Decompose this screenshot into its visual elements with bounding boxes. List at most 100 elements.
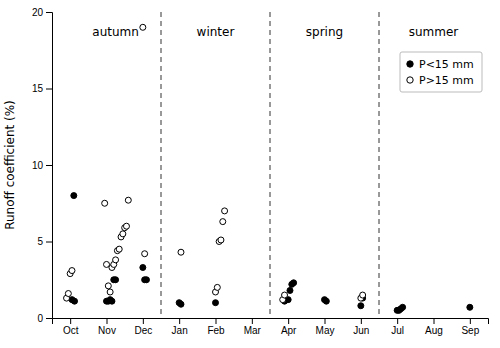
y-tick: 5 (37, 236, 52, 247)
x-tick-mark (361, 318, 362, 324)
x-tick: Apr (281, 318, 297, 336)
season-label: winter (197, 25, 235, 39)
point (125, 197, 131, 203)
point (360, 292, 366, 298)
x-tick-mark (325, 318, 326, 324)
point (140, 265, 146, 271)
x-tick: Jan (172, 318, 188, 336)
x-tick-label: Oct (63, 325, 79, 336)
annotations: autumnwinterspringsummer (92, 25, 458, 39)
x-tick: Sep (461, 318, 479, 336)
y-tick-label: 0 (37, 313, 43, 324)
point (107, 289, 113, 295)
x-tick-label: Aug (425, 325, 443, 336)
x-tick: Dec (134, 318, 152, 336)
point (116, 246, 122, 252)
point (220, 219, 226, 225)
y-tick-label: 15 (32, 83, 44, 94)
point (71, 193, 77, 199)
season-label: spring (306, 25, 343, 39)
point (143, 277, 149, 283)
y-tick-mark (46, 318, 52, 319)
legend-label: P>15 mm (419, 74, 474, 87)
y-tick: 15 (32, 83, 52, 94)
x-axis-line (53, 319, 489, 325)
x-tick-mark (470, 318, 471, 324)
legend-symbol (407, 77, 413, 83)
y-tick-mark (46, 12, 52, 13)
legend-label: P<15 mm (419, 58, 474, 71)
legend-symbol (407, 61, 413, 67)
y-tick: 10 (32, 160, 52, 171)
point (282, 292, 288, 298)
legend: P<15 mm P>15 mm (400, 52, 482, 92)
x-tick-label: Dec (134, 325, 152, 336)
y-tick-label: 20 (32, 7, 44, 18)
x-tick: Feb (207, 318, 225, 336)
point (113, 257, 119, 263)
plot: Oct Nov Dec Jan Feb Mar Apr May Jun Jul Aug Sep 0 5 10… (32, 7, 489, 336)
x-tick-label: Jan (172, 325, 188, 336)
y-tick-label: 5 (37, 236, 43, 247)
x-tick-label: May (316, 325, 335, 336)
y-tick-mark (46, 89, 52, 90)
season-line (161, 12, 162, 318)
point (140, 24, 146, 30)
point (69, 268, 75, 274)
season-line (379, 12, 380, 318)
point (214, 284, 220, 290)
x-tick: Jul (391, 318, 404, 336)
x-tick-label: Jul (391, 325, 404, 336)
x-tick: Oct (63, 318, 79, 336)
x-tick-mark (143, 318, 144, 324)
x-tick-mark (252, 318, 253, 324)
x-tick-label: Nov (98, 325, 116, 336)
series (64, 24, 366, 302)
y-tick: 0 (37, 313, 52, 324)
x-tick-mark (216, 318, 217, 324)
point (213, 300, 219, 306)
point (123, 223, 129, 229)
y-tick: 20 (32, 7, 52, 18)
point (358, 303, 364, 309)
x-tick-mark (397, 318, 398, 324)
x-axis: Oct Nov Dec Jan Feb Mar Apr May Jun Jul Aug Sep (53, 318, 489, 336)
point (400, 304, 406, 310)
x-tick-label: Jun (353, 325, 369, 336)
point (142, 251, 148, 257)
point (105, 283, 111, 289)
y-axis: 0 5 10 15 20 (32, 7, 53, 324)
x-tick-label: Apr (281, 325, 297, 336)
point (120, 231, 126, 237)
point (72, 298, 78, 304)
point (287, 287, 293, 293)
x-tick-mark (288, 318, 289, 324)
x-tick: Nov (98, 318, 116, 336)
x-tick: Aug (425, 318, 443, 336)
chart: Oct Nov Dec Jan Feb Mar Apr May Jun Jul Aug Sep 0 5 10… (0, 0, 500, 348)
y-tick-label: 10 (32, 160, 44, 171)
y-axis-title: Runoff coefficient (%) (3, 100, 17, 230)
legend-item: P<15 mm (407, 58, 474, 71)
x-tick: Mar (244, 318, 262, 336)
point (178, 301, 184, 307)
series (69, 193, 473, 314)
legend-box (400, 52, 482, 92)
y-tick-mark (46, 165, 52, 166)
x-tick-mark (434, 318, 435, 324)
x-tick-mark (70, 318, 71, 324)
x-tick-mark (107, 318, 108, 324)
x-tick-mark (179, 318, 180, 324)
x-tick-label: Mar (244, 325, 262, 336)
point (218, 237, 224, 243)
point (291, 280, 297, 286)
y-tick-mark (46, 242, 52, 243)
point (467, 304, 473, 310)
x-tick-label: Feb (207, 325, 225, 336)
x-tick-label: Sep (461, 325, 479, 336)
point (178, 249, 184, 255)
legend-item: P>15 mm (407, 74, 474, 87)
y-axis-line (46, 13, 53, 319)
point (222, 208, 228, 214)
season-label: autumn (92, 25, 139, 39)
